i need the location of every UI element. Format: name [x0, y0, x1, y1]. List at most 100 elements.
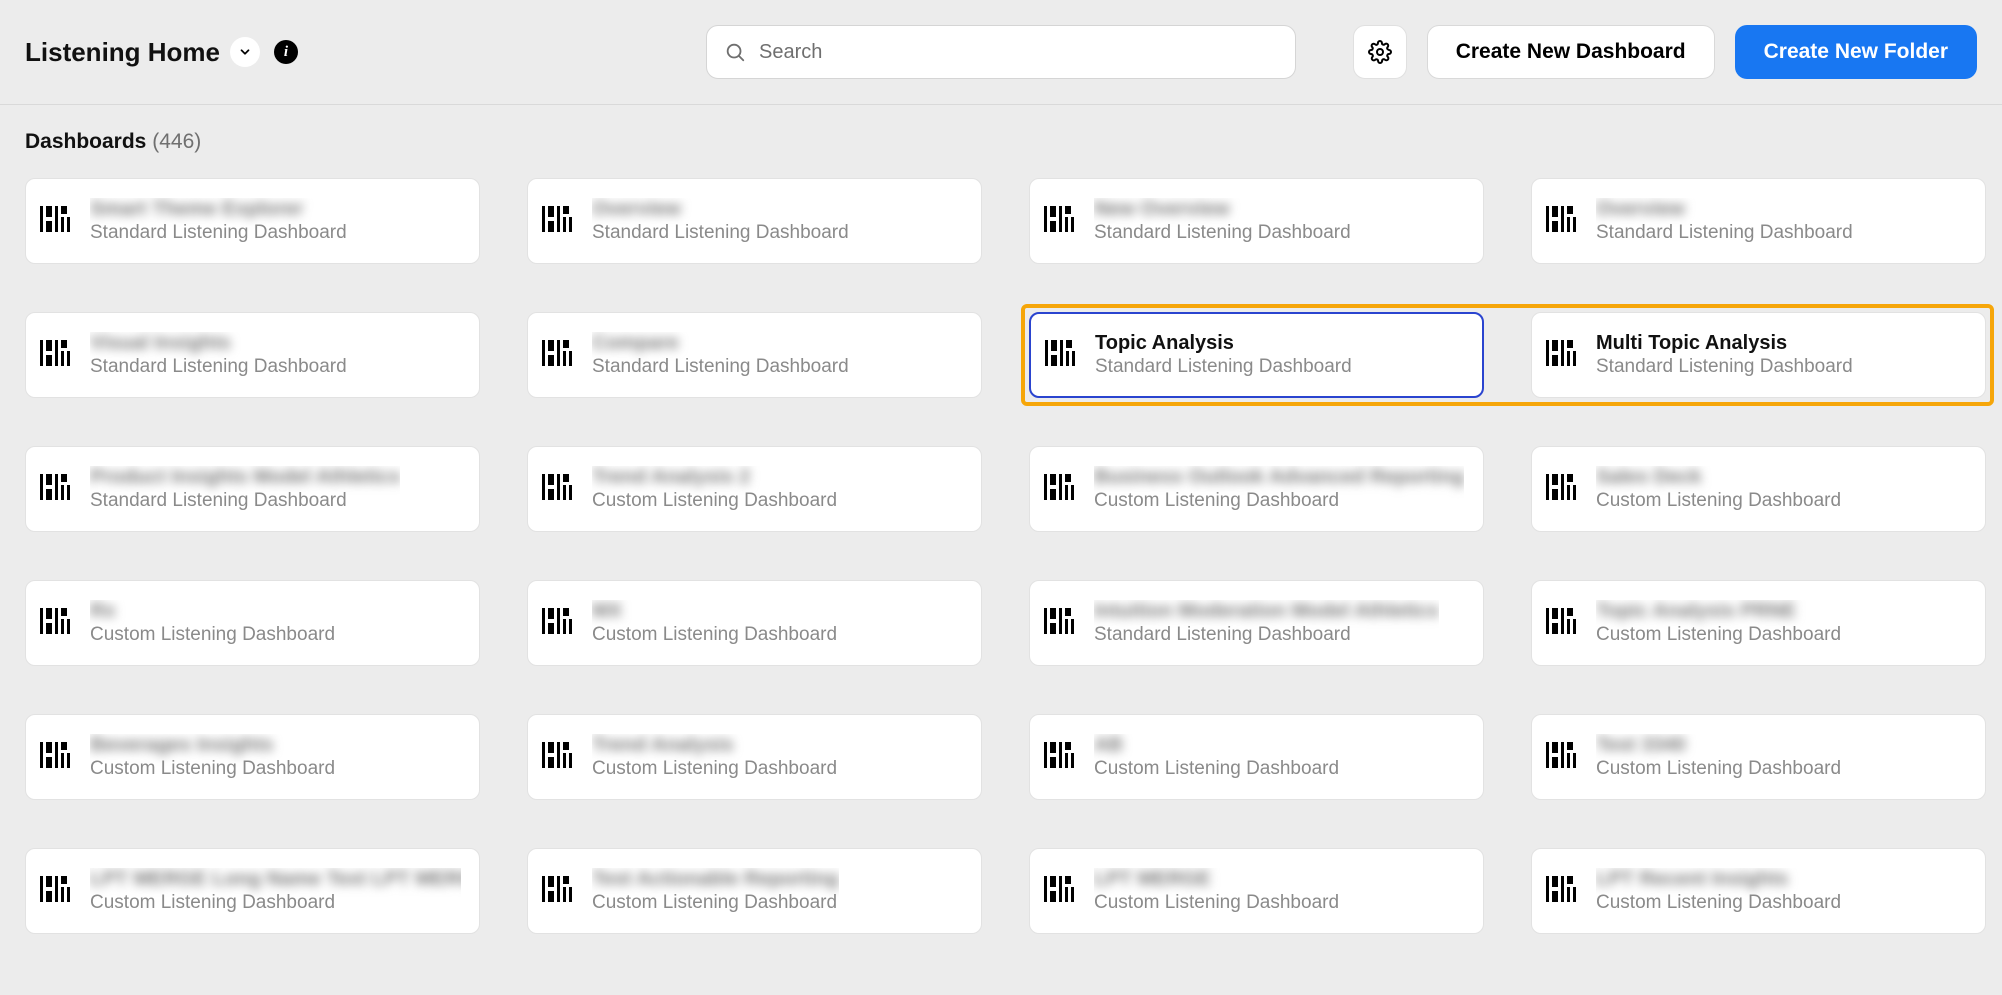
- dashboard-icon: [40, 876, 70, 902]
- dashboard-icon: [542, 474, 572, 500]
- dashboard-card[interactable]: Visual InsightsStandard Listening Dashbo…: [25, 312, 480, 398]
- dashboard-icon: [542, 608, 572, 634]
- card-title: Product Insights Model Athletics: [90, 466, 400, 489]
- dashboard-icon: [1044, 206, 1074, 232]
- card-subtitle: Standard Listening Dashboard: [1094, 222, 1351, 244]
- title-dropdown-button[interactable]: [230, 37, 260, 67]
- card-title: MX: [592, 600, 837, 623]
- card-text: RxCustom Listening Dashboard: [90, 600, 335, 646]
- dashboard-icon: [542, 206, 572, 232]
- dashboard-icon-wrap: [1044, 742, 1074, 773]
- dashboard-icon-wrap: [40, 340, 70, 371]
- card-title: Multi Topic Analysis: [1596, 332, 1853, 355]
- card-subtitle: Standard Listening Dashboard: [1596, 222, 1853, 244]
- dashboard-icon-wrap: [542, 608, 572, 639]
- dashboard-icon: [40, 340, 70, 366]
- section-label: Dashboards: [25, 130, 146, 153]
- card-subtitle: Custom Listening Dashboard: [90, 892, 461, 914]
- card-title: AB: [1094, 734, 1339, 757]
- card-text: LPT MERGE Long Name Text LPT MERGECustom…: [90, 868, 461, 914]
- card-title: Business Outlook Advanced Reporting: [1094, 466, 1464, 489]
- button-label: Create New Folder: [1764, 40, 1948, 64]
- dashboard-icon-wrap: [1546, 474, 1576, 505]
- dashboard-card[interactable]: LPT MERGECustom Listening Dashboard: [1029, 848, 1484, 934]
- card-subtitle: Custom Listening Dashboard: [90, 758, 335, 780]
- card-title: LPT MERGE Long Name Text LPT MERGE: [90, 868, 461, 891]
- card-text: Smart Theme ExplorerStandard Listening D…: [90, 198, 347, 244]
- card-text: Multi Topic AnalysisStandard Listening D…: [1596, 332, 1853, 378]
- settings-button[interactable]: [1353, 25, 1407, 79]
- dashboard-card[interactable]: CompareStandard Listening Dashboard: [527, 312, 982, 398]
- search-input[interactable]: [706, 25, 1296, 79]
- dashboard-card[interactable]: Intuition Moderation Model AthleticsStan…: [1029, 580, 1484, 666]
- card-text: Beverages InsightsCustom Listening Dashb…: [90, 734, 335, 780]
- dashboard-card[interactable]: MXCustom Listening Dashboard: [527, 580, 982, 666]
- card-text: ABCustom Listening Dashboard: [1094, 734, 1339, 780]
- card-subtitle: Custom Listening Dashboard: [1094, 490, 1464, 512]
- dashboard-card[interactable]: Trend AnalysisCustom Listening Dashboard: [527, 714, 982, 800]
- dashboard-icon-wrap: [1546, 876, 1576, 907]
- dashboard-card[interactable]: OverviewStandard Listening Dashboard: [527, 178, 982, 264]
- dashboard-icon: [1044, 876, 1074, 902]
- dashboard-icon-wrap: [1044, 206, 1074, 237]
- dashboard-icon-wrap: [1044, 608, 1074, 639]
- dashboard-card[interactable]: Test Actionable ReportingCustom Listenin…: [527, 848, 982, 934]
- dashboard-card[interactable]: Business Outlook Advanced ReportingCusto…: [1029, 446, 1484, 532]
- card-subtitle: Custom Listening Dashboard: [1596, 892, 1841, 914]
- dashboard-icon-wrap: [1045, 340, 1075, 371]
- card-title: Topic Analysis PRNE: [1596, 600, 1841, 623]
- info-icon: i: [284, 44, 288, 61]
- card-subtitle: Custom Listening Dashboard: [1094, 758, 1339, 780]
- dashboard-card[interactable]: Beverages InsightsCustom Listening Dashb…: [25, 714, 480, 800]
- card-subtitle: Standard Listening Dashboard: [90, 356, 347, 378]
- card-title: New Overview: [1094, 198, 1351, 221]
- title-group: Listening Home i: [25, 37, 298, 68]
- card-title: Trend Analysis: [592, 734, 837, 757]
- search-container: [706, 25, 1296, 79]
- dashboard-grid: Smart Theme ExplorerStandard Listening D…: [25, 178, 1977, 934]
- card-text: Intuition Moderation Model AthleticsStan…: [1094, 600, 1439, 646]
- card-text: LPT Recent InsightsCustom Listening Dash…: [1596, 868, 1841, 914]
- create-dashboard-button[interactable]: Create New Dashboard: [1427, 25, 1715, 79]
- card-subtitle: Standard Listening Dashboard: [1596, 356, 1853, 378]
- dashboard-card[interactable]: Trend Analysis 2Custom Listening Dashboa…: [527, 446, 982, 532]
- create-folder-button[interactable]: Create New Folder: [1735, 25, 1977, 79]
- dashboard-card[interactable]: Smart Theme ExplorerStandard Listening D…: [25, 178, 480, 264]
- card-subtitle: Custom Listening Dashboard: [1596, 624, 1841, 646]
- card-title: Intuition Moderation Model Athletics: [1094, 600, 1439, 623]
- dashboard-icon: [1546, 742, 1576, 768]
- dashboard-card[interactable]: New OverviewStandard Listening Dashboard: [1029, 178, 1484, 264]
- dashboard-card[interactable]: Sales DeckCustom Listening Dashboard: [1531, 446, 1986, 532]
- card-text: Visual InsightsStandard Listening Dashbo…: [90, 332, 347, 378]
- dashboard-card[interactable]: Topic Analysis PRNECustom Listening Dash…: [1531, 580, 1986, 666]
- card-title: Overview: [1596, 198, 1853, 221]
- dashboard-icon: [1546, 474, 1576, 500]
- dashboard-icon-wrap: [542, 876, 572, 907]
- dashboard-card[interactable]: Test 3340Custom Listening Dashboard: [1531, 714, 1986, 800]
- dashboard-card[interactable]: Product Insights Model AthleticsStandard…: [25, 446, 480, 532]
- dashboard-card[interactable]: Topic AnalysisStandard Listening Dashboa…: [1029, 312, 1484, 398]
- dashboard-card[interactable]: ABCustom Listening Dashboard: [1029, 714, 1484, 800]
- search-icon: [724, 41, 746, 63]
- card-subtitle: Custom Listening Dashboard: [592, 490, 837, 512]
- dashboard-card[interactable]: OverviewStandard Listening Dashboard: [1531, 178, 1986, 264]
- button-label: Create New Dashboard: [1456, 40, 1686, 64]
- card-subtitle: Standard Listening Dashboard: [592, 222, 849, 244]
- dashboard-icon-wrap: [1546, 742, 1576, 773]
- dashboard-icon-wrap: [1044, 474, 1074, 505]
- dashboard-card[interactable]: RxCustom Listening Dashboard: [25, 580, 480, 666]
- dashboard-icon: [1546, 608, 1576, 634]
- card-subtitle: Custom Listening Dashboard: [90, 624, 335, 646]
- card-text: Trend AnalysisCustom Listening Dashboard: [592, 734, 837, 780]
- dashboard-card[interactable]: Multi Topic AnalysisStandard Listening D…: [1531, 312, 1986, 398]
- card-title: Topic Analysis: [1095, 332, 1352, 355]
- dashboard-card[interactable]: LPT Recent InsightsCustom Listening Dash…: [1531, 848, 1986, 934]
- dashboard-card[interactable]: LPT MERGE Long Name Text LPT MERGECustom…: [25, 848, 480, 934]
- header-bar: Listening Home i Create New Dashboard Cr…: [0, 0, 2002, 105]
- dashboard-icon: [1546, 206, 1576, 232]
- card-title: Sales Deck: [1596, 466, 1841, 489]
- gear-icon: [1368, 40, 1392, 64]
- dashboard-icon-wrap: [1546, 206, 1576, 237]
- info-button[interactable]: i: [274, 40, 298, 64]
- card-text: Trend Analysis 2Custom Listening Dashboa…: [592, 466, 837, 512]
